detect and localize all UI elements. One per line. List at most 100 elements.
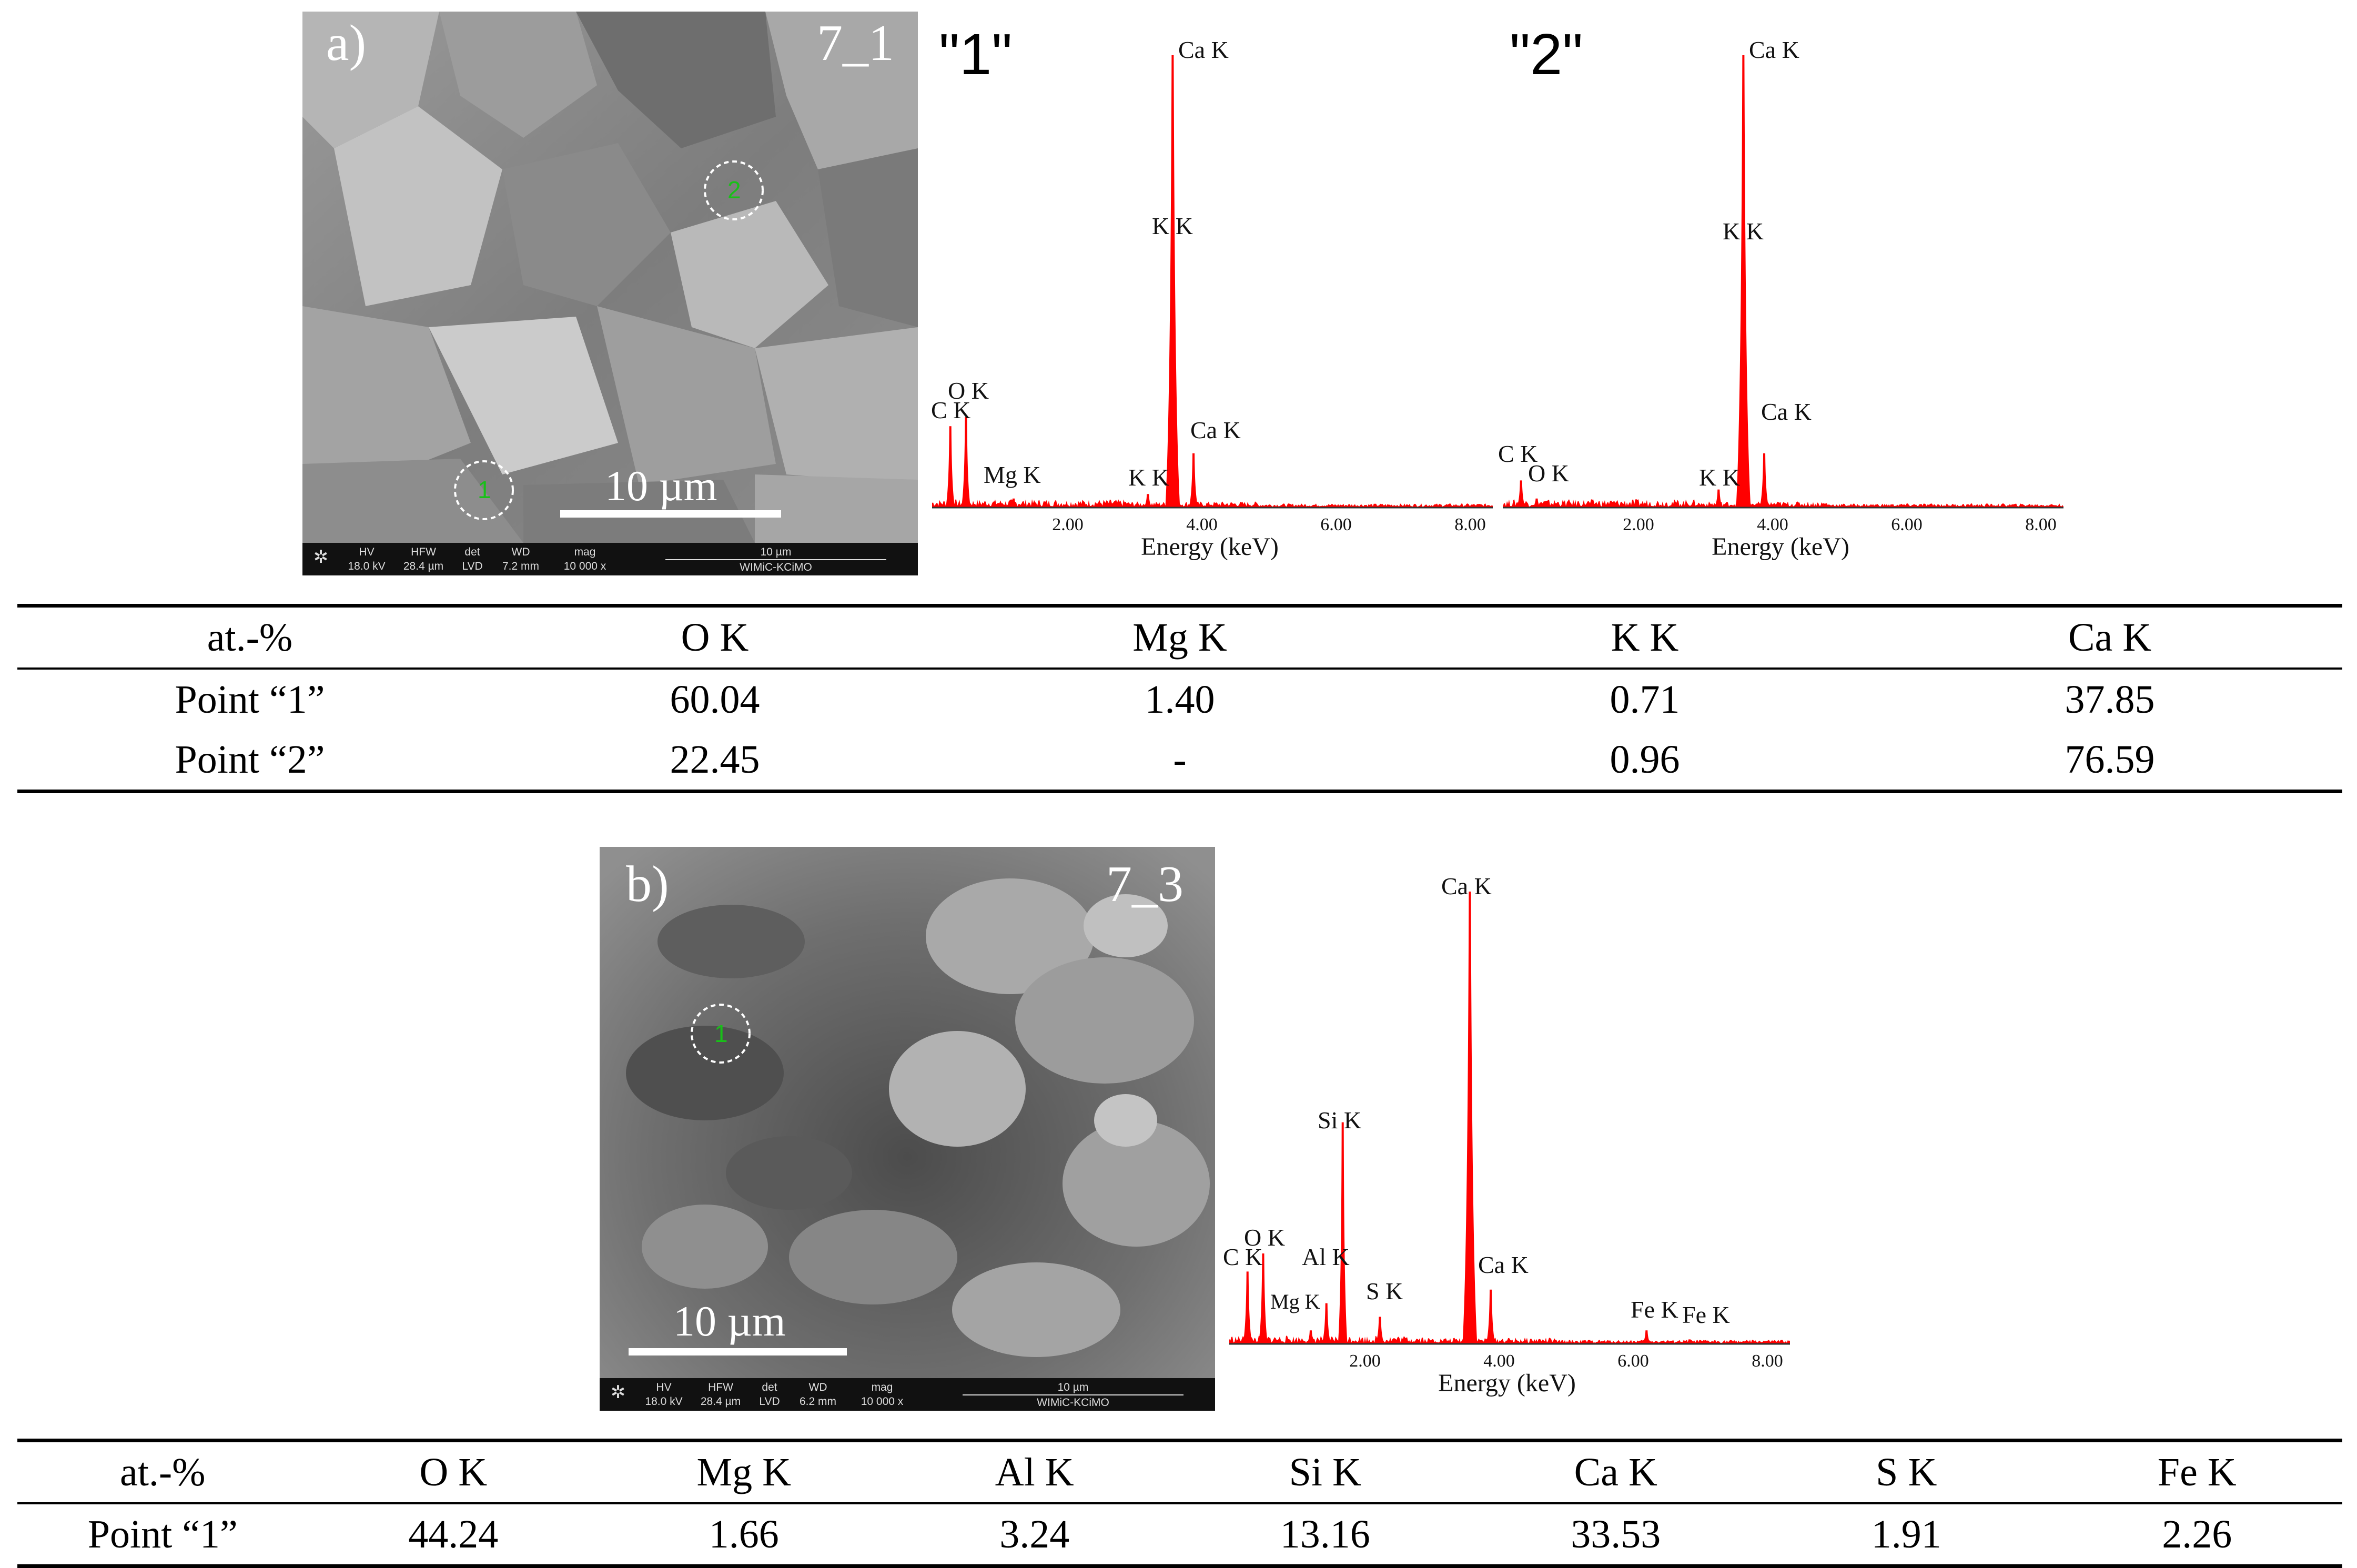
info-header: mag bbox=[574, 546, 596, 558]
peak-label-si: Si K bbox=[1318, 1107, 1361, 1134]
tick-group: 2.00 4.00 6.00 8.00 bbox=[1349, 1351, 1783, 1371]
spectrum-peak bbox=[1685, 1339, 1695, 1344]
spectrum-peak bbox=[1242, 1271, 1252, 1344]
spectrum-peak bbox=[1258, 1253, 1268, 1344]
info-value: LVD bbox=[759, 1395, 780, 1408]
sem-image-a: a) 7_1 2 1 10 µm ✲ HV 18.0 kV HFW 28.4 µm … bbox=[302, 12, 918, 575]
info-header: HFW bbox=[411, 546, 436, 558]
x-axis-label: Energy (keV) bbox=[1141, 533, 1279, 561]
peak-label-ca: Ca K bbox=[1441, 873, 1492, 899]
spectrum-peak bbox=[961, 417, 971, 508]
panel-label-b: b) bbox=[626, 856, 669, 913]
spectrum-peak bbox=[1642, 1330, 1652, 1344]
table-cell: 2.26 bbox=[2162, 1512, 2232, 1556]
x-tick-label: 6.00 bbox=[1320, 515, 1352, 534]
x-tick-label: 4.00 bbox=[1186, 515, 1218, 534]
spectrum-peak bbox=[1375, 1317, 1385, 1344]
table-row: Point “1” 60.04 1.40 0.71 37.85 bbox=[17, 669, 2342, 730]
point-marker-a2: 2 bbox=[727, 176, 741, 204]
spectrum-chart-1: 2.00 4.00 6.00 8.00 Energy (keV) Ca K K … bbox=[931, 32, 1499, 579]
composition-table-a: at.-% O K Mg K K K Ca K Point “1” 60.04 … bbox=[17, 604, 2342, 793]
sem-image-b: b) 7_3 1 10 µm ✲ HV 18.0 kV HFW 28.4 µm de… bbox=[600, 847, 1215, 1411]
x-axis-label: Energy (keV) bbox=[1712, 533, 1849, 561]
info-value: 6.2 mm bbox=[799, 1395, 836, 1408]
spectrum-peak bbox=[1532, 498, 1542, 508]
table-cell: 1.91 bbox=[1871, 1512, 1941, 1556]
composition-table-b: at.-% O K Mg K Al K Si K Ca K S K Fe K P… bbox=[17, 1439, 2342, 1568]
x-tick-label: 2.00 bbox=[1052, 515, 1084, 534]
peak-label-c: C K bbox=[1498, 440, 1537, 467]
spectrum-noise bbox=[1503, 499, 2063, 508]
peak-label-mg: Mg K bbox=[1270, 1290, 1320, 1313]
fei-logo-icon: ✲ bbox=[313, 547, 329, 567]
peak-label-o: O K bbox=[948, 377, 989, 404]
info-header: mag bbox=[871, 1381, 893, 1393]
spectrum-peak bbox=[1189, 453, 1199, 508]
info-value: 18.0 kV bbox=[645, 1395, 683, 1408]
tick-group: 2.00 4.00 6.00 8.00 bbox=[1623, 515, 2057, 534]
spectrum-peak bbox=[1143, 494, 1153, 508]
sem-info-bar-a: ✲ HV 18.0 kV HFW 28.4 µm det LVD WD 7.2 mm m… bbox=[302, 543, 918, 575]
spectrum-area-2 bbox=[1503, 55, 2063, 508]
sem-texture-a bbox=[302, 12, 918, 575]
peak-label-o: O K bbox=[1528, 460, 1569, 487]
table-header: O K bbox=[681, 615, 749, 660]
spectrum-chart-2: 2.00 4.00 6.00 8.00 Energy (keV) Ca K K … bbox=[1498, 32, 2070, 579]
table-cell: 1.40 bbox=[1145, 677, 1215, 722]
spectrum-title-2: "2" bbox=[1510, 22, 1583, 87]
scale-bar-label-a: 10 µm bbox=[605, 462, 717, 510]
x-tick-label: 4.00 bbox=[1483, 1351, 1515, 1371]
peak-label-k2: K K bbox=[1128, 464, 1169, 491]
info-value: 28.4 µm bbox=[700, 1395, 741, 1408]
spectrum-peak bbox=[1714, 489, 1724, 508]
table-cell: 37.85 bbox=[2065, 677, 2155, 722]
table-cell: 1.66 bbox=[709, 1512, 779, 1556]
peak-label-k: K K bbox=[1152, 213, 1193, 239]
info-header: det bbox=[762, 1381, 777, 1393]
spectrum-noise bbox=[932, 499, 1493, 508]
table-cell: 0.71 bbox=[1610, 677, 1680, 722]
spectrum-area-3 bbox=[1229, 892, 1790, 1344]
x-tick-label: 8.00 bbox=[2025, 515, 2057, 534]
scale-bar-label-b: 10 µm bbox=[673, 1297, 786, 1345]
table-cell: 3.24 bbox=[999, 1512, 1070, 1556]
table-cell: 44.24 bbox=[408, 1512, 499, 1556]
table-header: Mg K bbox=[696, 1450, 791, 1494]
sem-texture-b bbox=[600, 847, 1215, 1411]
table-header: at.-% bbox=[207, 615, 293, 660]
table-header: Al K bbox=[995, 1450, 1074, 1494]
table-row: Point “1” 44.24 1.66 3.24 13.16 33.53 1.… bbox=[17, 1503, 2342, 1566]
info-header: WD bbox=[808, 1381, 827, 1393]
info-lab: WIMiC-KCiMO bbox=[1037, 1397, 1109, 1409]
info-value: 7.2 mm bbox=[502, 560, 539, 572]
table-header-row: at.-% O K Mg K Al K Si K Ca K S K Fe K bbox=[17, 1440, 2342, 1503]
table-row: Point “2” 22.45 - 0.96 76.59 bbox=[17, 730, 2342, 792]
table-cell: 33.53 bbox=[1571, 1512, 1661, 1556]
peak-label-al: Al K bbox=[1302, 1243, 1350, 1270]
spectrum-title-1: "1" bbox=[939, 22, 1013, 87]
spectrum-svg-2: 2.00 4.00 6.00 8.00 Energy (keV) Ca K K … bbox=[1498, 36, 2063, 561]
info-value: 10 000 x bbox=[861, 1395, 904, 1408]
peak-label-c: C K bbox=[931, 397, 970, 423]
info-scale: 10 µm bbox=[665, 545, 886, 560]
x-tick-label: 2.00 bbox=[1623, 515, 1654, 534]
table-header: Ca K bbox=[1574, 1450, 1657, 1494]
peak-label-c: C K bbox=[1223, 1243, 1262, 1270]
x-tick-label: 8.00 bbox=[1454, 515, 1486, 534]
table-cell: 13.16 bbox=[1280, 1512, 1370, 1556]
info-value: LVD bbox=[462, 560, 483, 572]
info-header: HFW bbox=[708, 1381, 733, 1393]
peak-label-fe2: Fe K bbox=[1682, 1301, 1730, 1328]
peak-label-ca-kb: Ca K bbox=[1190, 417, 1241, 443]
spectrum-noise bbox=[1229, 1336, 1790, 1344]
point-marker-b1: 1 bbox=[714, 1020, 728, 1047]
table-cell: Point “1” bbox=[175, 677, 325, 722]
table-cell: 0.96 bbox=[1610, 737, 1680, 782]
info-scale: 10 µm bbox=[963, 1380, 1183, 1395]
table-header: Mg K bbox=[1132, 615, 1227, 660]
table-header: K K bbox=[1611, 615, 1679, 660]
point-marker-a1: 1 bbox=[478, 476, 491, 503]
spectrum-peak bbox=[1462, 892, 1478, 1344]
x-tick-label: 6.00 bbox=[1891, 515, 1923, 534]
spectrum-peak bbox=[1165, 55, 1180, 508]
